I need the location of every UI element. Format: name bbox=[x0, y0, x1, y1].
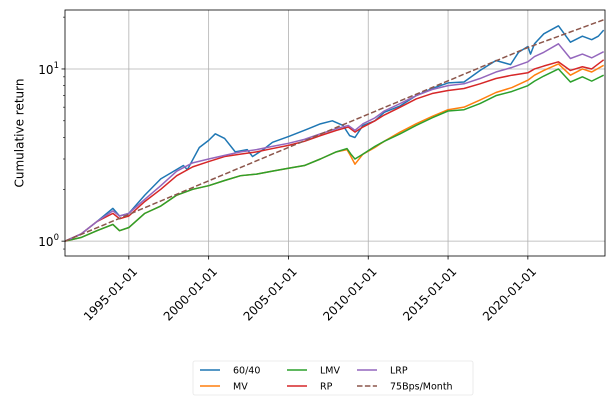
y-tick-label-exponent: 1 bbox=[54, 61, 59, 71]
y-axis-label: Cumulative return bbox=[13, 79, 27, 188]
y-tick-label: 101 bbox=[38, 61, 59, 77]
y-tick-label-base: 10 bbox=[38, 235, 53, 249]
x-tick-label: 1995-01-01 bbox=[81, 264, 140, 323]
x-tick-label: 2010-01-01 bbox=[320, 264, 379, 323]
plot-frame bbox=[64, 9, 606, 257]
x-tick-label: 2005-01-01 bbox=[241, 264, 300, 323]
x-tick-label: 2000-01-01 bbox=[161, 264, 220, 323]
x-tick-label: 2015-01-01 bbox=[400, 264, 459, 323]
legend-box bbox=[192, 360, 474, 396]
y-tick-label-exponent: 0 bbox=[54, 233, 59, 243]
series-line-lmv bbox=[65, 68, 605, 242]
series-line-rp bbox=[65, 59, 605, 242]
legend-label: LMV bbox=[320, 366, 340, 377]
legend-label: 75Bps/Month bbox=[390, 382, 453, 393]
legend-label: MV bbox=[233, 382, 248, 393]
y-tick-label: 100 bbox=[38, 233, 59, 249]
legend-label: LRP bbox=[390, 366, 408, 377]
x-tick-label: 2020-01-01 bbox=[480, 264, 539, 323]
legend: 60/40 MV LMV RP LRP 75Bps/Month bbox=[192, 360, 474, 396]
grid-layer bbox=[65, 10, 605, 256]
y-tick-label-base: 10 bbox=[38, 63, 53, 77]
series-line-lrp bbox=[65, 43, 605, 242]
series-line-60-40 bbox=[65, 25, 605, 242]
x-axis: 1995-01-01 2000-01-01 2005-01-01 2010-01-01… bbox=[81, 256, 539, 324]
series-layer bbox=[65, 19, 605, 242]
legend-label: 60/40 bbox=[233, 366, 260, 377]
legend-label: RP bbox=[320, 382, 333, 393]
series-line-75bps-month bbox=[65, 19, 604, 242]
